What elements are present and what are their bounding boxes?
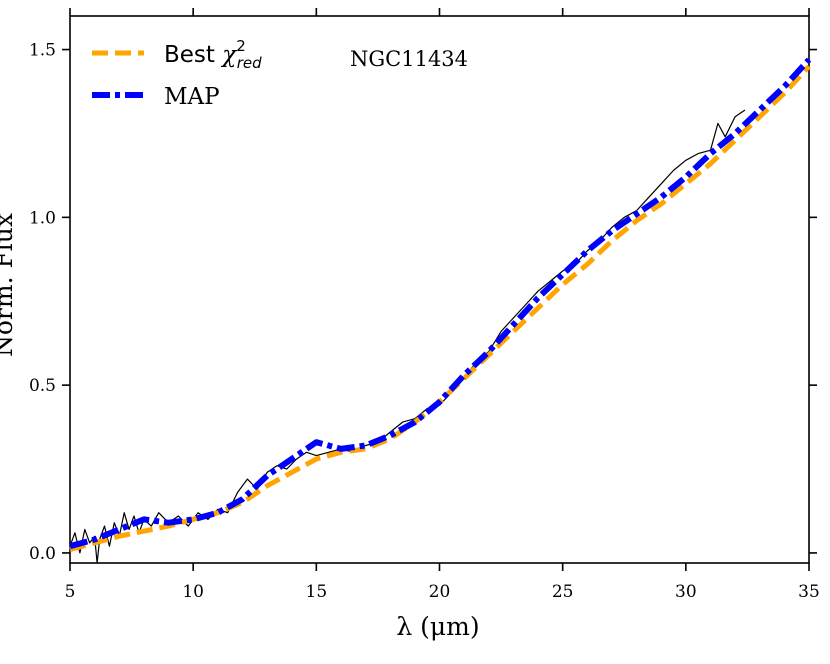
x-tick-label: 25	[552, 582, 574, 602]
legend-label-best-chi2: Best χ2 red	[164, 37, 262, 72]
x-tick-label: 10	[182, 582, 204, 602]
galaxy-name-annotation: NGC11434	[350, 47, 468, 71]
series-layer	[69, 57, 812, 564]
x-axis-label: λ (μm)	[396, 612, 479, 641]
ticks-layer: 5 10 15 20 25 30 35 0.0 0.5 1.0 1.5	[29, 8, 820, 602]
x-tick-label: 20	[429, 582, 451, 602]
series-line-2	[69, 57, 812, 550]
y-tick-label: 1.0	[29, 208, 56, 228]
x-tick-label: 15	[306, 582, 328, 602]
series-line-0	[69, 109, 746, 564]
legend-label-map: MAP	[164, 84, 220, 110]
legend: Best χ2 red MAP	[92, 37, 262, 110]
x-tick-label: 30	[675, 582, 697, 602]
series-line-1	[69, 64, 811, 553]
y-tick-label: 0.5	[29, 376, 56, 396]
y-tick-label: 0.0	[29, 544, 56, 564]
y-axis-label: Norm. Flux	[0, 213, 18, 357]
x-tick-label: 5	[65, 582, 76, 602]
y-tick-label: 1.5	[29, 41, 56, 61]
x-tick-label: 35	[798, 582, 820, 602]
